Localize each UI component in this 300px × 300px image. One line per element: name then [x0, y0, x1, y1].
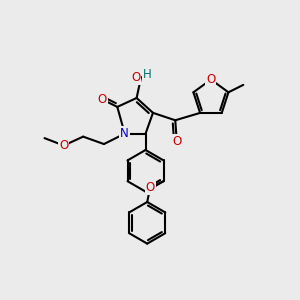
Text: O: O	[98, 93, 107, 106]
Text: O: O	[206, 73, 216, 86]
Text: N: N	[120, 127, 129, 140]
Text: O: O	[59, 139, 68, 152]
Text: O: O	[131, 71, 140, 84]
Text: O: O	[146, 181, 155, 194]
Text: O: O	[172, 135, 182, 148]
Text: H: H	[143, 68, 152, 81]
